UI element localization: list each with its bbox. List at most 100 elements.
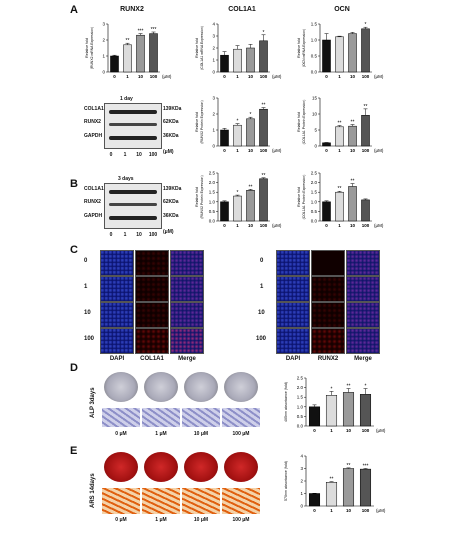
if-left-dapi-1 (100, 276, 134, 302)
wb-b-band-runx2 (109, 203, 157, 206)
if-left-col-dapi: DAPI (109, 356, 125, 362)
y-tick-label: 1.0 (209, 199, 216, 204)
significance-mark: ** (347, 384, 351, 390)
x-tick-label: 1 (236, 223, 239, 228)
panel-label-d: D (70, 362, 78, 374)
bar (110, 55, 119, 73)
bar (259, 108, 268, 147)
y-tick-label: 1.0 (311, 38, 318, 43)
y-axis-sublabel: (RUNX2 mRNA Expression) (90, 27, 94, 69)
wb-b-size-col1a1: 139KDa (163, 186, 182, 192)
if-right-dapi-100 (276, 328, 310, 354)
y-axis-sublabel: (COL1A1 mRNA Expression) (200, 26, 204, 70)
x-tick-label: 1 (330, 508, 333, 513)
significance-mark: * (250, 112, 252, 118)
alp-micro-100 (222, 408, 260, 427)
x-tick-label: 1 (236, 74, 239, 79)
ars-conc-100: 100 μM (232, 517, 250, 523)
y-tick-label: 1.0 (297, 404, 304, 409)
x-tick-label: 100 (260, 74, 268, 79)
y-tick-label: 2.0 (209, 180, 216, 185)
significance-mark: * (365, 384, 367, 390)
y-tick-label: 2.5 (297, 376, 304, 381)
significance-mark: * (237, 190, 239, 196)
if-right-row-1: 1 (260, 284, 264, 290)
bar (335, 191, 344, 222)
significance-mark: ** (351, 179, 355, 185)
y-tick-label: 0.0 (297, 424, 304, 429)
y-tick-label: 0 (102, 70, 105, 75)
x-tick-label: 0 (313, 428, 316, 433)
y-axis-label: 570nm absorbance (fold) (284, 461, 288, 501)
significance-mark: *** (138, 29, 144, 35)
if-left-merge-1 (170, 276, 204, 302)
y-tick-label: 1.5 (311, 22, 318, 27)
ars-well-10 (184, 452, 218, 482)
y-tick-label: 5 (314, 128, 317, 133)
alp-conc-10: 10 μM (193, 431, 209, 437)
x-tick-label: 100 (362, 148, 370, 153)
wb-a-band-gapdh (109, 136, 157, 140)
y-tick-label: 1 (212, 128, 215, 133)
significance-mark: ** (338, 121, 342, 127)
wb-b-size-runx2: 62KDa (163, 199, 179, 205)
if-right-merge-1 (346, 276, 380, 302)
bar (233, 195, 242, 222)
x-tick-label: 10 (346, 508, 352, 513)
bar (325, 395, 338, 427)
if-right-row-100: 100 (256, 336, 267, 342)
y-axis-label: 405nm absorbance (fold) (284, 382, 288, 422)
y-tick-label: 2 (212, 46, 215, 51)
alp-micro-1 (142, 408, 180, 427)
bar (361, 199, 370, 222)
if-right-dapi-10 (276, 302, 310, 328)
unit-label: (μM) (374, 74, 384, 79)
if-left-merge-0 (170, 250, 204, 276)
wb-a-label-runx2: RUNX2 (84, 119, 101, 125)
wb-a-size-gapdh: 36KDa (163, 133, 179, 139)
x-tick-label: 0 (223, 223, 226, 228)
x-tick-label: 100 (362, 74, 370, 79)
alp-side-label: ALP 3days (90, 387, 96, 418)
bar (259, 40, 268, 73)
wb-b-band-col1a1 (109, 190, 157, 194)
ars-micro-0 (102, 488, 140, 514)
wb-b-size-gapdh: 36KDa (163, 213, 179, 219)
y-axis-label: Relative fold (297, 187, 301, 207)
y-tick-label: 3 (300, 466, 303, 471)
bar (259, 178, 268, 222)
wb-b-membrane (104, 183, 162, 229)
ars-conc-1: 1 μM (155, 517, 167, 523)
if-left-col1a1-10 (135, 302, 169, 328)
y-tick-label: 0.0 (311, 219, 318, 224)
wb-b-band-gapdh (109, 216, 157, 220)
y-tick-label: 0 (212, 70, 215, 75)
ars-side-label: ARS 14days (90, 473, 96, 508)
x-tick-label: 10 (350, 148, 356, 153)
x-tick-label: 0 (313, 508, 316, 513)
bar (136, 34, 145, 73)
if-right-runx2-10 (311, 302, 345, 328)
alp-well-10 (184, 372, 218, 402)
x-tick-label: 10 (248, 223, 254, 228)
significance-mark: *** (363, 464, 369, 470)
wb-a-label-col1a1: COL1A1 (84, 106, 104, 112)
y-tick-label: 2.5 (209, 171, 216, 176)
y-tick-label: 1.5 (311, 190, 318, 195)
x-tick-label: 1 (236, 148, 239, 153)
bar (322, 39, 331, 73)
if-left-dapi-100 (100, 328, 134, 354)
y-axis-sublabel: (RUNX2 Protein Expression) (200, 175, 204, 218)
bar (233, 124, 242, 147)
if-left-dapi-10 (100, 302, 134, 328)
bar (220, 129, 229, 147)
significance-mark: ** (338, 186, 342, 192)
title-col1a1: COL1A1 (228, 6, 256, 13)
if-right-merge-0 (346, 250, 380, 276)
wb-a-lane-100: 100 (148, 152, 158, 158)
y-tick-label: 1 (300, 491, 303, 496)
ars-well-1 (144, 452, 178, 482)
y-tick-label: 0.0 (311, 70, 318, 75)
y-tick-label: 0.5 (209, 209, 216, 214)
x-tick-label: 100 (362, 508, 370, 513)
